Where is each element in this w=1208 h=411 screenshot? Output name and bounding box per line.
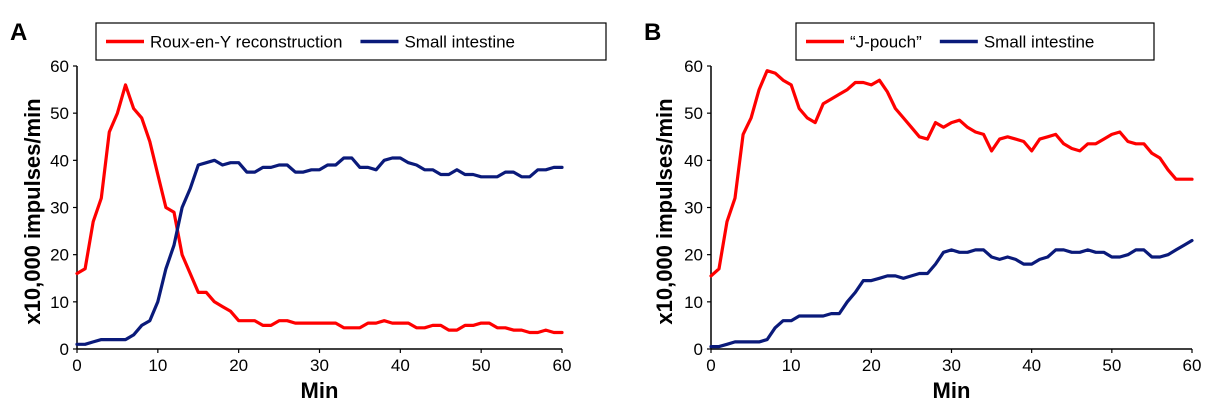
y-axis-label: x10,000 impulses/min bbox=[20, 98, 45, 324]
y-tick-label: 0 bbox=[694, 340, 703, 359]
legend-label: Roux-en-Y reconstruction bbox=[150, 33, 342, 52]
y-tick-label: 30 bbox=[50, 199, 69, 218]
x-tick-label: 20 bbox=[229, 356, 248, 375]
chart-panel-a: A 0 10 20 30 40 50 60 0 10 20 30 40 50 60 Min x10,000 im… bbox=[10, 19, 607, 403]
x-tick-label: 60 bbox=[1183, 356, 1202, 375]
y-tick-label: 10 bbox=[684, 293, 703, 312]
panel-letter: A bbox=[10, 19, 27, 46]
legend: “J-pouch” Small intestine bbox=[795, 22, 1155, 61]
y-tick-label: 60 bbox=[684, 57, 703, 76]
y-tick-label: 30 bbox=[684, 199, 703, 218]
y-tick-label: 50 bbox=[50, 104, 69, 123]
x-axis-label: Min bbox=[301, 378, 339, 403]
y-tick-label: 40 bbox=[50, 151, 69, 170]
legend-box bbox=[95, 22, 607, 61]
legend-label: Small intestine bbox=[984, 33, 1095, 52]
panel-letter: B bbox=[644, 19, 661, 46]
x-tick-label: 20 bbox=[862, 356, 881, 375]
x-tick-label: 50 bbox=[1102, 356, 1121, 375]
x-tick-label: 10 bbox=[782, 356, 801, 375]
y-tick-label: 50 bbox=[684, 104, 703, 123]
x-tick-label: 40 bbox=[391, 356, 410, 375]
legend-label: Small intestine bbox=[404, 33, 515, 52]
x-tick-label: 30 bbox=[942, 356, 961, 375]
y-tick-label: 20 bbox=[50, 246, 69, 265]
x-tick-label: 0 bbox=[72, 356, 81, 375]
x-tick-label: 30 bbox=[310, 356, 329, 375]
series-line-1 bbox=[75, 156, 564, 346]
y-tick-label: 20 bbox=[684, 246, 703, 265]
y-axis-label: x10,000 impulses/min bbox=[652, 98, 677, 324]
y-tick-label: 10 bbox=[50, 293, 69, 312]
y-tick-label: 0 bbox=[60, 340, 69, 359]
y-tick-label: 40 bbox=[684, 151, 703, 170]
y-tick-label: 60 bbox=[50, 57, 69, 76]
x-tick-label: 50 bbox=[472, 356, 491, 375]
x-axis-label: Min bbox=[933, 378, 971, 403]
chart-panel-b: B 0 10 20 30 40 50 60 0 10 20 30 40 50 60 Min x10,000 im… bbox=[644, 19, 1201, 403]
x-tick-label: 10 bbox=[148, 356, 167, 375]
legend-label: “J-pouch” bbox=[850, 33, 922, 52]
x-tick-label: 40 bbox=[1022, 356, 1041, 375]
series-line-0 bbox=[75, 83, 564, 335]
x-tick-label: 0 bbox=[706, 356, 715, 375]
series-line-0 bbox=[709, 69, 1194, 278]
legend: Roux-en-Y reconstruction Small intestine bbox=[95, 22, 607, 61]
series-line-1 bbox=[709, 238, 1194, 349]
x-tick-label: 60 bbox=[553, 356, 572, 375]
